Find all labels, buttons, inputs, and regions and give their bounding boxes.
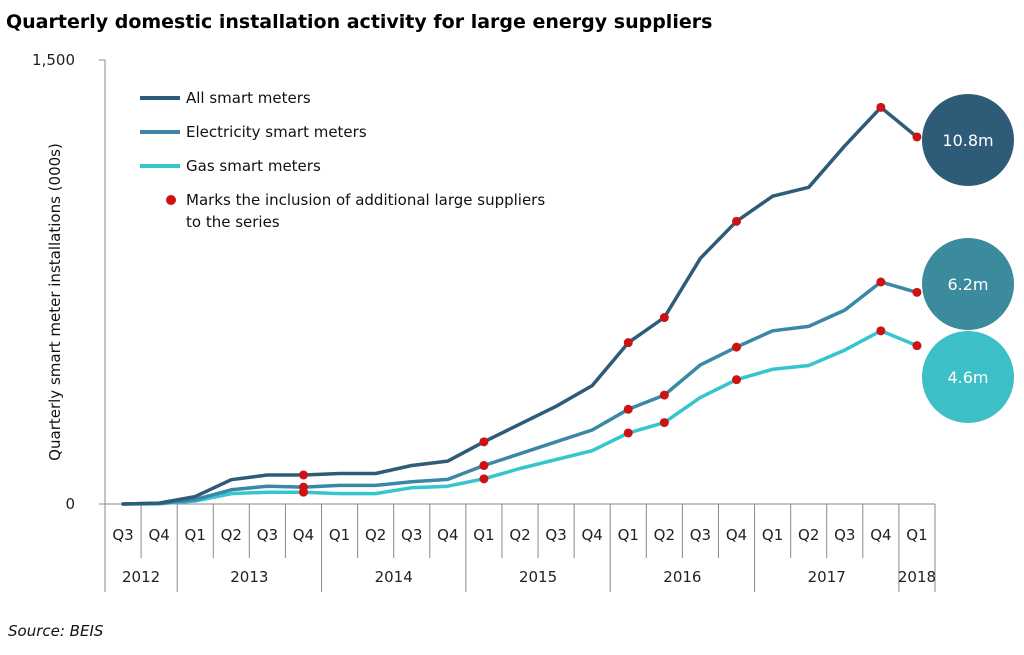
legend-label: Electricity smart meters [186,123,367,141]
supplier-inclusion-marker [659,313,669,323]
x-tick-label: Q3 [834,526,855,544]
supplier-inclusion-marker [623,338,633,348]
x-tick-label: Q3 [112,526,133,544]
supplier-inclusion-marker [298,487,308,497]
supplier-inclusion-marker [732,375,742,385]
x-tick-label: Q4 [870,526,891,544]
year-label: 2013 [230,568,268,586]
x-tick-label: Q1 [329,526,350,544]
supplier-inclusion-marker [659,418,669,428]
supplier-inclusion-marker [732,216,742,226]
supplier-inclusion-marker [912,287,922,297]
x-tick-label: Q2 [365,526,386,544]
year-label: 2017 [808,568,846,586]
total-bubble-label: 4.6m [947,368,988,387]
year-label: 2014 [375,568,413,586]
supplier-inclusion-marker [732,342,742,352]
total-bubble [922,94,1014,186]
x-tick-label: Q4 [726,526,747,544]
x-tick-label: Q3 [257,526,278,544]
total-bubble [922,238,1014,330]
supplier-inclusion-marker [876,326,886,336]
series-line-electricity-smart-meters [121,280,919,506]
x-tick-label: Q2 [798,526,819,544]
series-line-gas-smart-meters [121,329,919,506]
year-label: 2018 [898,568,936,586]
x-tick-label: Q1 [185,526,206,544]
supplier-inclusion-marker [623,428,633,438]
total-bubbles: 10.8m 6.2m 4.6m [922,94,1014,423]
supplier-inclusion-marker [479,461,489,471]
x-tick-label: Q2 [509,526,530,544]
source-note: Source: BEIS [8,622,104,640]
y-tick-label: 1,500 [32,51,75,69]
supplier-inclusion-marker [479,437,489,447]
series-layer [121,105,919,506]
supplier-inclusion-marker [876,102,886,112]
year-label: 2012 [122,568,160,586]
supplier-inclusion-marker [659,390,669,400]
x-tick-label: Q4 [581,526,602,544]
legend-label: Gas smart meters [186,157,321,175]
y-tick-label: 0 [65,495,75,513]
total-bubble-label: 6.2m [947,275,988,294]
supplier-inclusion-marker [479,474,489,484]
x-tick-label: Q1 [473,526,494,544]
legend: All smart meters Electricity smart meters… [140,89,545,231]
x-tick-label: Q1 [618,526,639,544]
x-tick-label: Q3 [690,526,711,544]
x-tick-label: Q2 [221,526,242,544]
supplier-inclusion-marker [623,404,633,414]
chart-title: Quarterly domestic installation activity… [6,11,712,33]
axes: 0 1,500 Quarterly smart meter installation… [32,51,936,592]
legend-marker-label: to the series [186,213,280,231]
x-tick-label: Q1 [906,526,927,544]
series-line-all-smart-meters [121,105,919,506]
x-tick-label: Q4 [293,526,314,544]
x-tick-label: Q3 [401,526,422,544]
legend-marker-label: Marks the inclusion of additional large … [186,191,545,209]
y-axis-title: Quarterly smart meter installations (000… [46,143,64,461]
supplier-inclusion-marker [876,277,886,287]
x-tick-label: Q4 [437,526,458,544]
year-label: 2016 [663,568,701,586]
supplier-inclusion-marker [912,341,922,351]
x-tick-label: Q4 [148,526,169,544]
total-bubble [922,331,1014,423]
x-tick-label: Q1 [762,526,783,544]
supplier-inclusion-marker [912,132,922,142]
x-tick-label: Q3 [545,526,566,544]
year-label: 2015 [519,568,557,586]
total-bubble-label: 10.8m [942,131,993,150]
legend-label: All smart meters [186,89,311,107]
x-tick-label: Q2 [654,526,675,544]
supplier-inclusion-marker [298,470,308,480]
marker-layer [298,102,922,497]
legend-marker-swatch [166,195,176,205]
